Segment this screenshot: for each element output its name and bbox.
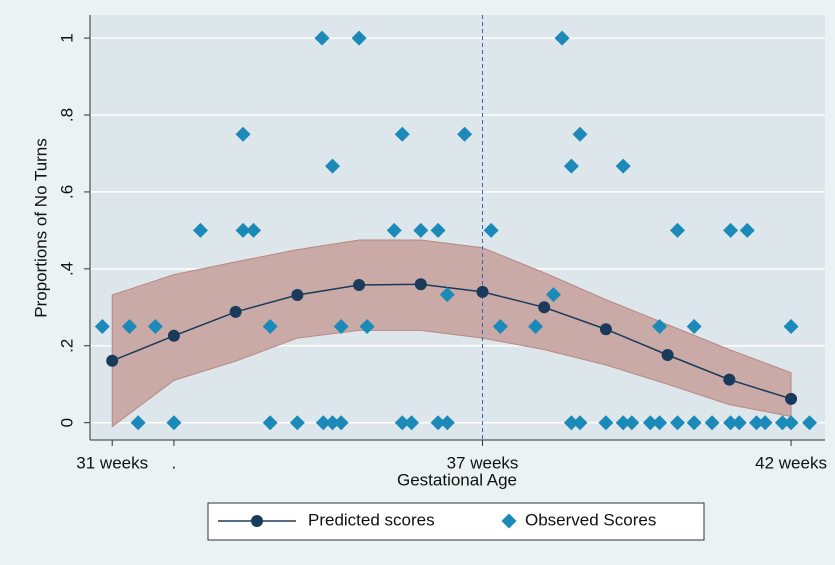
point bbox=[483, 222, 499, 238]
point bbox=[289, 415, 305, 431]
point bbox=[235, 222, 251, 238]
point bbox=[262, 319, 278, 335]
point bbox=[492, 319, 508, 335]
point bbox=[246, 222, 262, 238]
point bbox=[563, 158, 579, 174]
x-tick-label: 31 weeks bbox=[76, 453, 148, 472]
point bbox=[774, 415, 790, 431]
point bbox=[615, 415, 631, 431]
y-tick-label: 0 bbox=[57, 418, 76, 427]
point bbox=[229, 305, 242, 318]
legend-marker bbox=[251, 515, 263, 527]
point bbox=[325, 415, 341, 431]
point bbox=[723, 373, 736, 386]
point bbox=[661, 349, 674, 361]
y-tick-label: .2 bbox=[57, 339, 76, 353]
point bbox=[572, 126, 588, 142]
point bbox=[785, 392, 798, 405]
point bbox=[563, 415, 579, 431]
point bbox=[624, 415, 640, 431]
x-tick-label: 42 weeks bbox=[755, 453, 827, 472]
point bbox=[314, 30, 330, 46]
point bbox=[394, 126, 410, 142]
point bbox=[783, 415, 799, 431]
point bbox=[439, 287, 455, 303]
point bbox=[430, 222, 446, 238]
point bbox=[353, 279, 366, 291]
point bbox=[652, 415, 668, 431]
point bbox=[147, 319, 163, 335]
point bbox=[739, 222, 755, 238]
point bbox=[757, 415, 773, 431]
point bbox=[359, 319, 375, 335]
point bbox=[291, 289, 304, 301]
legend-marker bbox=[501, 513, 517, 529]
point bbox=[413, 222, 429, 238]
point bbox=[333, 319, 349, 335]
point bbox=[404, 415, 420, 431]
point bbox=[652, 319, 668, 335]
point bbox=[325, 158, 341, 174]
point bbox=[545, 287, 561, 303]
point bbox=[439, 415, 455, 431]
legend-label: Predicted scores bbox=[308, 510, 435, 529]
legend-label: Observed Scores bbox=[525, 510, 656, 529]
point bbox=[386, 222, 402, 238]
point bbox=[704, 415, 720, 431]
x-tick-label: . bbox=[172, 453, 177, 472]
point bbox=[670, 415, 686, 431]
point bbox=[642, 415, 658, 431]
y-tick-label: .4 bbox=[57, 262, 76, 276]
point bbox=[235, 126, 251, 142]
y-axis-title: Proportions of No Turns bbox=[31, 138, 50, 318]
point bbox=[351, 30, 367, 46]
point bbox=[106, 354, 119, 367]
point bbox=[598, 415, 614, 431]
point bbox=[262, 415, 278, 431]
point bbox=[476, 285, 489, 298]
point bbox=[130, 415, 146, 431]
point bbox=[167, 329, 180, 342]
point bbox=[670, 222, 686, 238]
line bbox=[111, 283, 792, 400]
point bbox=[192, 222, 208, 238]
point bbox=[572, 415, 588, 431]
point bbox=[686, 319, 702, 335]
point bbox=[723, 415, 739, 431]
point bbox=[528, 319, 544, 335]
point bbox=[731, 415, 747, 431]
point bbox=[538, 301, 551, 314]
point bbox=[414, 278, 427, 291]
point bbox=[686, 415, 702, 431]
point bbox=[615, 158, 631, 174]
point bbox=[94, 319, 110, 335]
point bbox=[457, 126, 473, 142]
point bbox=[315, 415, 331, 431]
point bbox=[783, 319, 799, 335]
point bbox=[554, 30, 570, 46]
point bbox=[121, 319, 137, 335]
point bbox=[430, 415, 446, 431]
point bbox=[723, 222, 739, 238]
point bbox=[333, 415, 349, 431]
x-axis-title: Gestational Age bbox=[397, 470, 517, 489]
x-tick-label: 37 weeks bbox=[447, 453, 519, 472]
point bbox=[599, 323, 612, 336]
y-tick-label: .8 bbox=[57, 108, 76, 122]
point bbox=[394, 415, 410, 431]
point bbox=[166, 415, 182, 431]
point bbox=[802, 415, 818, 431]
y-tick-label: .6 bbox=[57, 185, 76, 199]
point bbox=[748, 415, 764, 431]
y-tick-label: 1 bbox=[57, 33, 76, 42]
